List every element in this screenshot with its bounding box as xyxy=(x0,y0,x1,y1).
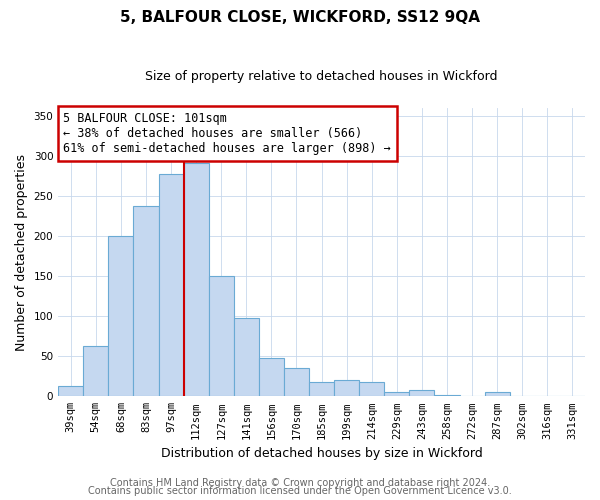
Bar xyxy=(83,346,109,397)
Bar xyxy=(133,206,158,396)
Bar xyxy=(434,394,460,396)
Bar xyxy=(284,368,309,396)
Bar xyxy=(209,276,234,396)
X-axis label: Distribution of detached houses by size in Wickford: Distribution of detached houses by size … xyxy=(161,447,482,460)
Bar xyxy=(259,358,284,397)
Bar xyxy=(334,380,359,396)
Y-axis label: Number of detached properties: Number of detached properties xyxy=(15,154,28,350)
Bar xyxy=(58,386,83,396)
Bar xyxy=(309,382,334,396)
Bar xyxy=(184,163,209,396)
Bar xyxy=(234,318,259,396)
Text: Contains HM Land Registry data © Crown copyright and database right 2024.: Contains HM Land Registry data © Crown c… xyxy=(110,478,490,488)
Bar xyxy=(158,174,184,396)
Text: 5 BALFOUR CLOSE: 101sqm
← 38% of detached houses are smaller (566)
61% of semi-d: 5 BALFOUR CLOSE: 101sqm ← 38% of detache… xyxy=(64,112,391,155)
Bar xyxy=(485,392,510,396)
Bar xyxy=(409,390,434,396)
Text: Contains public sector information licensed under the Open Government Licence v3: Contains public sector information licen… xyxy=(88,486,512,496)
Bar xyxy=(359,382,385,396)
Text: 5, BALFOUR CLOSE, WICKFORD, SS12 9QA: 5, BALFOUR CLOSE, WICKFORD, SS12 9QA xyxy=(120,10,480,25)
Title: Size of property relative to detached houses in Wickford: Size of property relative to detached ho… xyxy=(145,70,498,83)
Bar xyxy=(385,392,409,396)
Bar xyxy=(109,236,133,396)
